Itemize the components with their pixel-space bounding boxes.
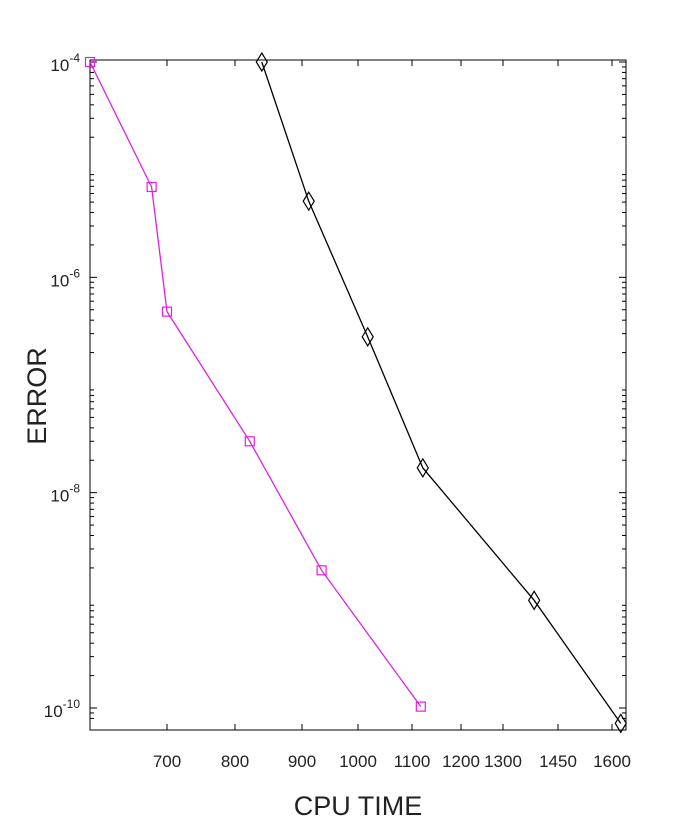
y-tick-labels: 10-4 10-6 10-8 10-10 (44, 51, 81, 721)
data-point-square (415, 701, 426, 712)
data-point-square (161, 306, 173, 317)
data-point-diamond (361, 326, 374, 348)
x-axis-title: CPU TIME (294, 791, 423, 821)
data-point-diamond (527, 590, 541, 611)
data-point-diamond (614, 713, 627, 734)
x-tick-label: 1100 (394, 752, 431, 771)
plot-area (89, 59, 627, 731)
data-point-square (244, 436, 255, 447)
x-tick-label: 700 (153, 752, 181, 771)
data-point-diamond (302, 191, 315, 212)
x-tick-labels: 700 800 900 1000 1100 1200 1300 1450 1600 (153, 752, 631, 771)
y-tick-label: 10-8 (50, 482, 80, 506)
y-tick-label: 10-6 (50, 266, 80, 290)
y-axis-title: ERROR (22, 347, 52, 445)
x-tick-label: 800 (221, 752, 249, 771)
series-line-1 (89, 61, 422, 708)
series-group (84, 51, 627, 734)
x-tick-label: 900 (288, 752, 316, 771)
data-point-square (316, 565, 327, 576)
data-point-square (146, 181, 157, 193)
axis-ticks (90, 60, 626, 730)
data-point-square (84, 56, 96, 68)
y-tick-label: 10-4 (50, 51, 80, 75)
series-line-2 (261, 61, 622, 724)
data-point-diamond (416, 457, 429, 479)
x-tick-label: 1300 (484, 752, 522, 771)
x-tick-label: 1600 (593, 752, 631, 771)
x-tick-label: 1200 (442, 752, 480, 771)
y-tick-label: 10-10 (44, 697, 81, 721)
data-point-diamond (255, 51, 269, 73)
x-tick-label: 1000 (339, 752, 377, 771)
x-tick-label: 1450 (539, 752, 577, 771)
